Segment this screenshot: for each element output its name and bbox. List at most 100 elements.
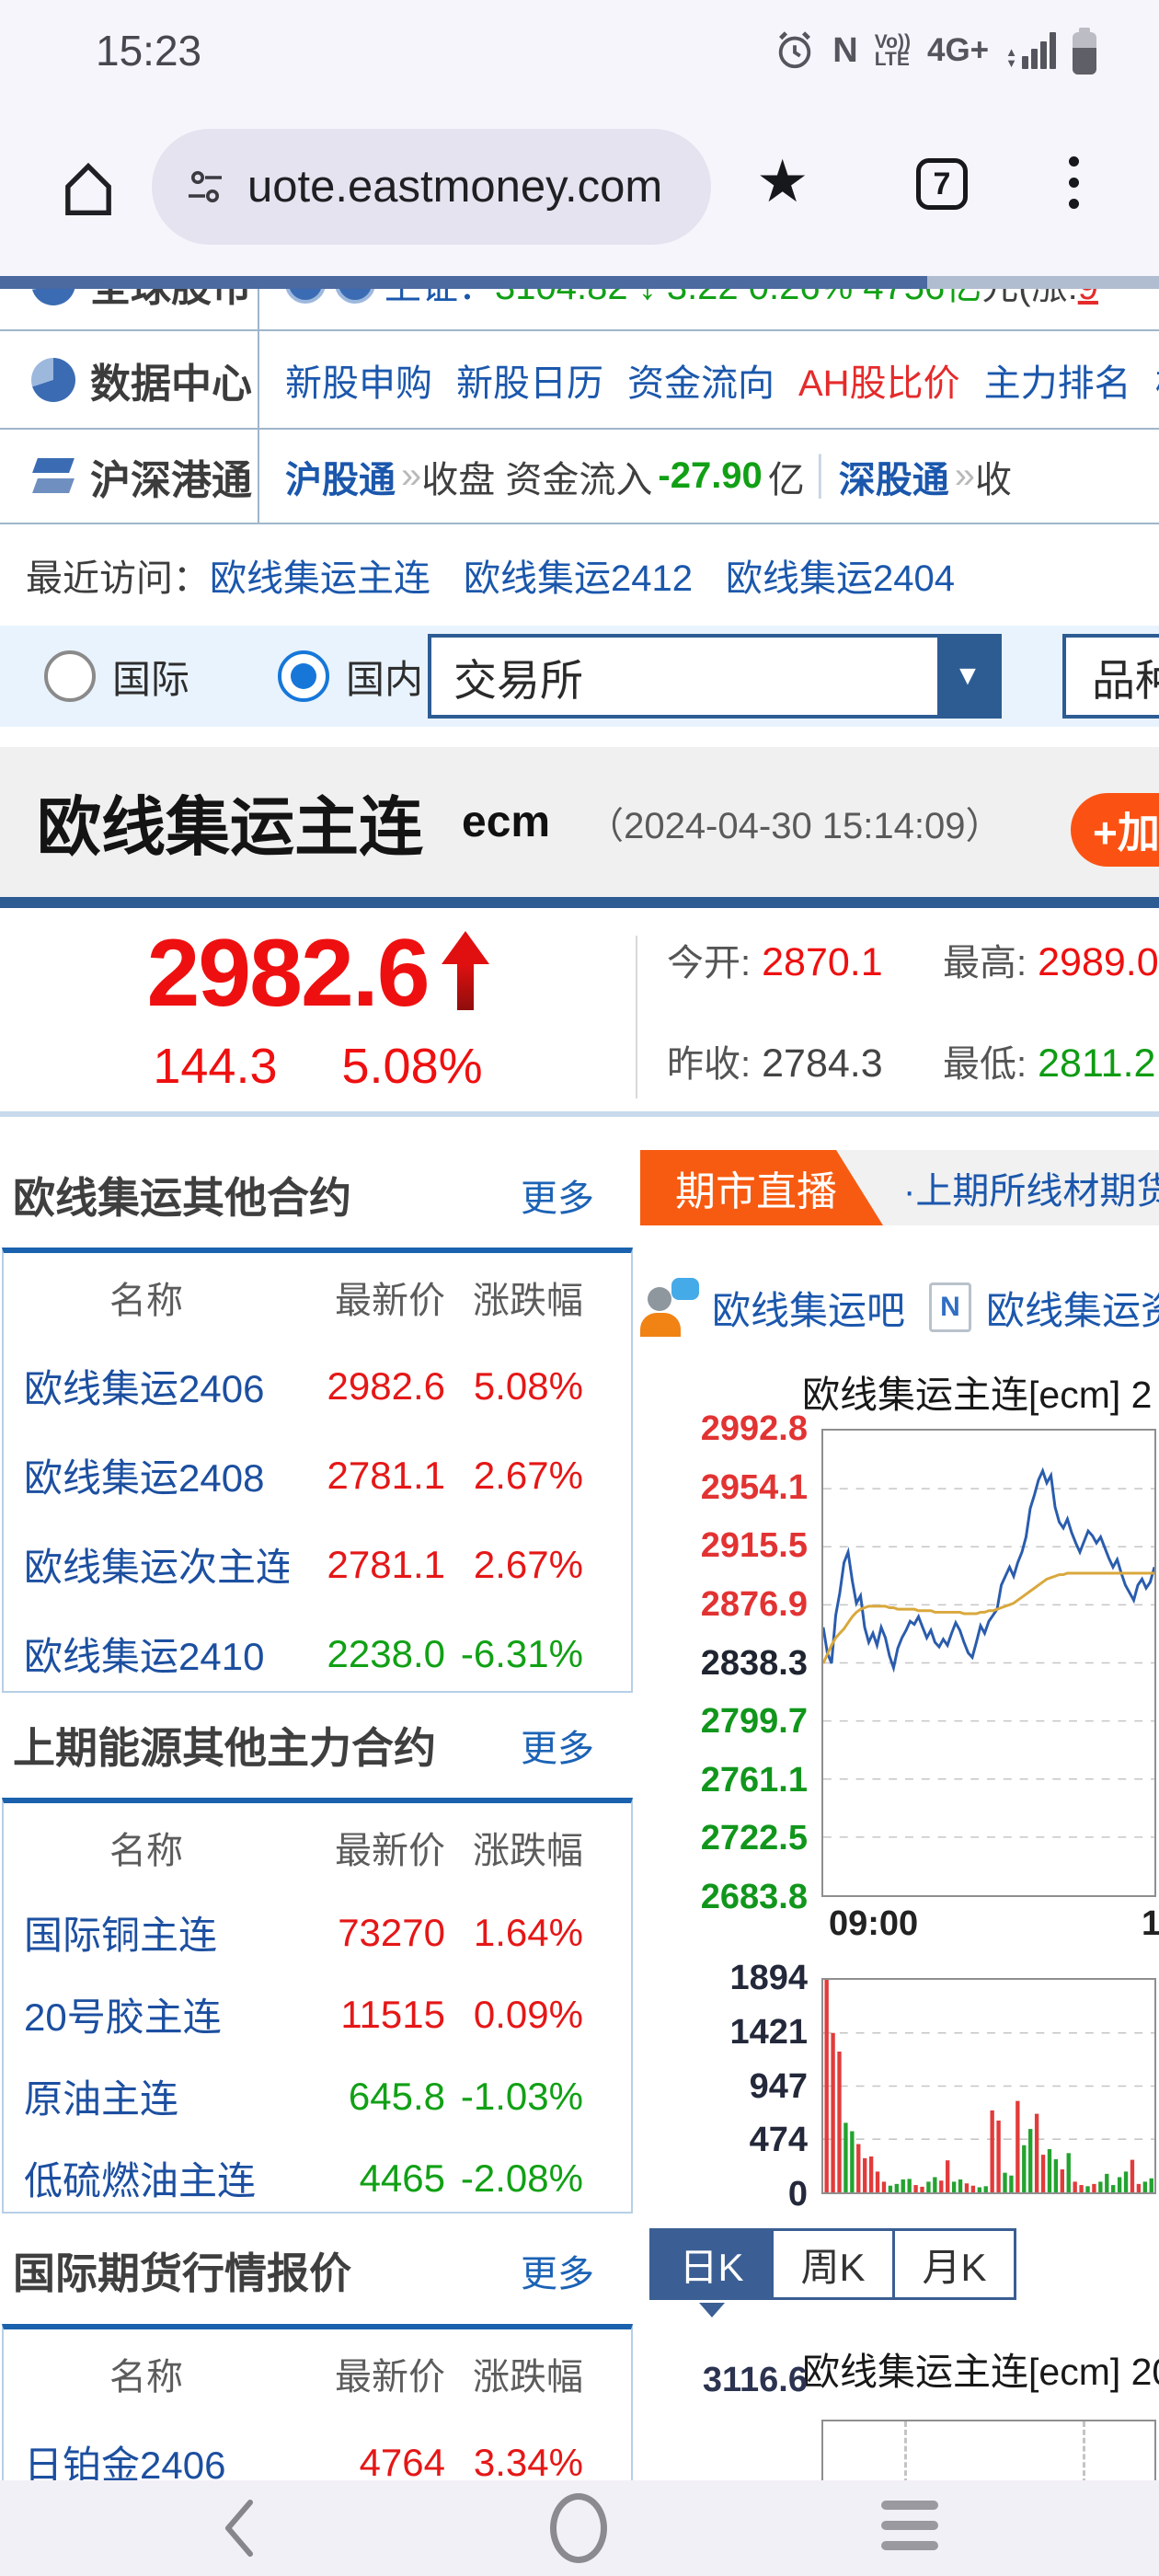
home-icon[interactable] [53, 155, 123, 229]
y-tick-label: 2683.8 [700, 1878, 808, 1916]
tab-monthly-k[interactable]: 月K [892, 2228, 1016, 2300]
market-filter-bar: 国际 国内 交易所 ▼ 品种 [0, 626, 1159, 727]
alarm-icon [779, 31, 811, 69]
radio-domestic-label[interactable]: 国内 [346, 657, 424, 701]
text-part[interactable]: 上证： [384, 289, 495, 307]
text-part[interactable]: 新股日历 [456, 362, 603, 404]
y-tick-label: 2915.5 [700, 1526, 808, 1566]
exchange-select[interactable]: 交易所 ▼ [428, 634, 1002, 719]
text-part: 3104.82 [495, 289, 638, 307]
bookmark-star-icon[interactable]: ★ [756, 148, 809, 214]
table-row[interactable]: 国际铜主连 73270 1.64% [24, 1910, 583, 1958]
more-link[interactable]: 更多 [521, 1179, 594, 1219]
radio-international[interactable] [44, 650, 96, 702]
section-title: 上期能源其他主力合约 [13, 1724, 436, 1772]
table-header: 名称 最新价 涨跌幅 [109, 2357, 583, 2398]
quote-timestamp: （2024-04-30 15:14:09） [587, 805, 1003, 846]
price-line [823, 1466, 1154, 1673]
chevron-down-icon[interactable]: ▼ [937, 638, 998, 715]
text-part[interactable]: 深股通 [838, 459, 949, 500]
forum-link[interactable]: 欧线集运吧 [712, 1288, 906, 1332]
text-part[interactable]: 资金流向 [627, 362, 775, 404]
recents-icon[interactable] [881, 2501, 938, 2550]
globe-icon [31, 289, 75, 305]
tab-weekly-k[interactable]: 周K [771, 2228, 895, 2300]
average-line [823, 1571, 1154, 1664]
recent-visits: 最近访问： 欧线集运主连 欧线集运2412 欧线集运2404 [0, 524, 1159, 626]
tab-daily-k[interactable]: 日K [649, 2228, 774, 2317]
text-part[interactable]: 主力排名 [983, 362, 1131, 404]
radio-domestic[interactable] [278, 650, 330, 702]
text-part: │ [809, 455, 833, 496]
more-link[interactable]: 更多 [521, 1729, 594, 1769]
address-bar[interactable]: uote.eastmoney.com [152, 129, 711, 245]
recent-link[interactable]: 欧线集运主连 [210, 558, 430, 599]
news-link[interactable]: 欧线集运资讯 [986, 1288, 1159, 1332]
more-link[interactable]: 更多 [521, 2254, 594, 2294]
contracts-table: 名称 最新价 涨跌幅欧线集运2406 2982.6 5.08% 欧线集运2408 2781.… [2, 1248, 633, 1693]
recent-label: 最近访问： [26, 558, 210, 599]
y-tick-label: 2992.8 [700, 1409, 808, 1448]
home-circle-icon[interactable] [550, 2493, 607, 2563]
url-text: uote.eastmoney.com [247, 162, 663, 212]
live-row: 期市直播 ·上期所线材期货 [640, 1150, 1159, 1225]
market-nav-table: 全球股市 上证：3104.82 ↓ 3.22 0.26% 4756亿元(涨:9 … [0, 289, 1159, 524]
price-change-pct: 5.08% [341, 1038, 483, 1094]
signal-icon: ▲ ▼ [1005, 32, 1056, 69]
volume-tick-label: 1894 [729, 1959, 808, 1997]
status-bar: 15:23 N Vo)) LTE 4G+ ▲ ▼ [0, 0, 1159, 101]
recent-link[interactable]: 欧线集运2404 [725, 558, 955, 599]
hsgt-icon [31, 454, 75, 499]
global-markets-label[interactable]: 全球股市 [0, 289, 259, 329]
table-header: 名称 最新价 涨跌幅 [109, 1281, 583, 1321]
android-nav-bar [0, 2480, 1159, 2576]
radio-international-label[interactable]: 国际 [112, 657, 190, 701]
instrument-code: ecm [462, 798, 551, 846]
panel-divider [0, 1111, 1159, 1117]
last-price: 2982.6 [146, 919, 430, 1027]
table-row[interactable]: 欧线集运2410 2238.0 -6.31% [24, 1631, 583, 1679]
text-part: » [401, 455, 421, 496]
browser-menu-icon[interactable] [1069, 156, 1079, 209]
clock-text: 15:23 [96, 27, 202, 75]
table-row[interactable]: 欧线集运次主连 2781.1 2.67% [24, 1542, 583, 1590]
text-part[interactable]: AH股比价 [798, 362, 960, 404]
text-part: 9 [1078, 289, 1098, 307]
ine-table: 名称 最新价 涨跌幅 国际铜主连 73270 1.64% 20号胶主连 11515 0.09% 原… [2, 1798, 633, 2214]
table-row[interactable]: 20号胶主连 11515 0.09% [24, 1992, 583, 2040]
price-block: 2982.6 144.3 5.08% [0, 908, 636, 1111]
data-center-label[interactable]: 数据中心 [0, 331, 259, 428]
intraday-chart [821, 1429, 1156, 1897]
table-row[interactable]: 低硫燃油主连 4465 -2.08% [24, 2156, 583, 2203]
table-row[interactable]: 欧线集运2406 2982.6 5.08% [24, 1363, 583, 1411]
battery-icon [1073, 27, 1096, 75]
instrument-header: 欧线集运主连 ecm （2024-04-30 15:14:09） +加 [0, 747, 1159, 897]
text-part[interactable]: 沪股通 [285, 459, 396, 500]
row-global-markets: 全球股市 上证：3104.82 ↓ 3.22 0.26% 4756亿元(涨:9 [0, 289, 1159, 331]
volume-tick-label: 0 [787, 2175, 808, 2214]
tab-futures-live[interactable]: 期市直播 [640, 1150, 883, 1225]
table-row[interactable]: 日铂金2406 4764 3.34% [24, 2440, 583, 2481]
vertical-divider [636, 936, 637, 1098]
browser-toolbar: uote.eastmoney.com ★ 7 [0, 101, 1159, 276]
text-part[interactable]: 新股申购 [285, 362, 432, 404]
text-part[interactable]: 板 [1155, 353, 1159, 407]
add-to-watchlist-button[interactable]: +加 [1071, 793, 1159, 867]
text-part: ↓ 3.22 0.26% [638, 289, 864, 307]
category-select[interactable]: 品种 [1062, 634, 1159, 719]
hsgt-label[interactable]: 沪深港通 [0, 430, 259, 523]
live-headline[interactable]: ·上期所线材期货 [903, 1171, 1159, 1212]
text-part: -27.90 [658, 455, 763, 496]
recent-link[interactable]: 欧线集运2412 [464, 558, 693, 599]
table-row[interactable]: 欧线集运2408 2781.1 2.67% [24, 1453, 583, 1501]
nfc-icon: N [832, 30, 858, 70]
up-arrow-icon [441, 930, 489, 1010]
section-title: 欧线集运其他合约 [13, 1174, 351, 1222]
section-header-contracts: 欧线集运其他合约 更多 [0, 1150, 635, 1240]
tab-counter[interactable]: 7 [916, 158, 968, 210]
back-icon[interactable] [219, 2497, 259, 2564]
table-row[interactable]: 原油主连 645.8 -1.03% [24, 2074, 583, 2122]
header-strip [0, 276, 1159, 289]
y-tick-label: 2799.7 [700, 1702, 808, 1742]
